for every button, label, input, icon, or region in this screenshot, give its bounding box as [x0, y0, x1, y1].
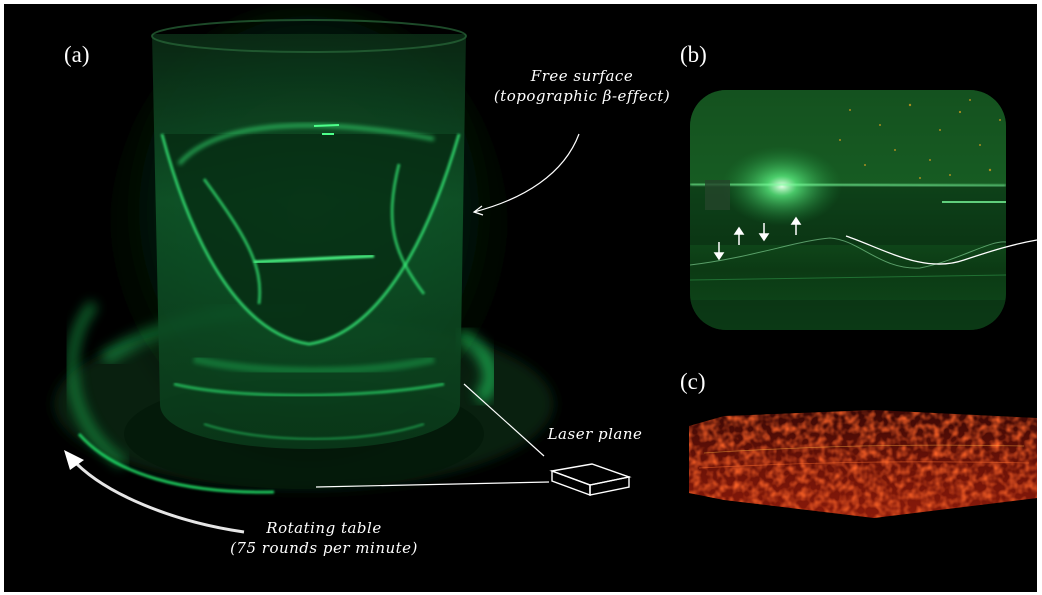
figure-frame: (a) (b) (c) Free surface (topographic β-… [4, 4, 1037, 592]
free-surface-annotation: Free surface (topographic β-effect) [492, 66, 672, 106]
flow-arrows [713, 216, 802, 261]
panel-a-label: (a) [64, 42, 90, 67]
free-surface [162, 134, 459, 344]
panel-b-photo [690, 90, 1006, 330]
laser-plane-box [549, 463, 632, 497]
rotating-table-title: Rotating table [266, 519, 382, 537]
panel-a-photo [54, 4, 632, 534]
free-surface-subtitle: (topographic β-effect) [493, 87, 671, 105]
rotation-arrow [70, 457, 245, 534]
rotating-table-annotation: Rotating table (75 rounds per minute) [229, 518, 419, 558]
free-surface-arrow [473, 133, 580, 213]
free-surface-title: Free surface [530, 67, 634, 85]
rotating-table-subtitle: (75 rounds per minute) [230, 539, 418, 557]
laser-plane-pointer [463, 383, 545, 457]
panel-b-label: (b) [680, 42, 707, 67]
laser-plane-annotation: Laser plane [547, 425, 643, 443]
panel-c-label: (c) [680, 369, 706, 394]
panel-c-image [684, 408, 1037, 520]
